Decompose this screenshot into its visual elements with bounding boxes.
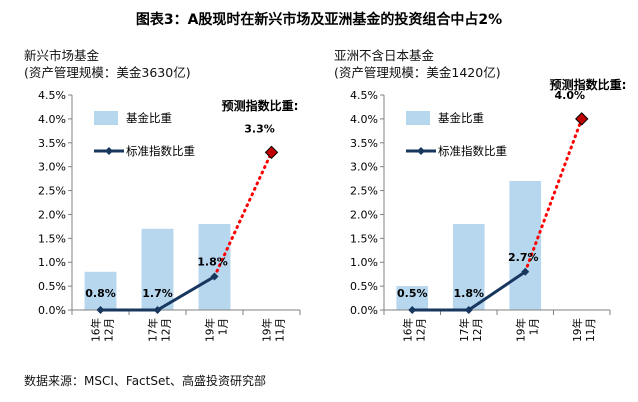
chart-1-legend-line-label: 标准指数比重 <box>126 144 195 158</box>
chart-1-projection-title: 预测指数比重: <box>222 98 299 113</box>
chart-1-projection-marker <box>264 145 279 160</box>
chart-2-bar <box>452 224 485 310</box>
chart-1-data-label: 1.7% <box>142 287 173 300</box>
figure-title: 图表3：A股现时在新兴市场及亚洲基金的投资组合中占2% <box>135 12 503 28</box>
chart-1-title-block: 新兴市场基金 (资产管理规模：美金3630亿) <box>24 47 191 81</box>
chart-1-y-tick-label: 4.0% <box>38 113 66 126</box>
chart-1-y-tick-label: 4.5% <box>38 89 66 102</box>
chart-1-projection-line <box>213 150 273 279</box>
chart-1-y-tick-label: 1.5% <box>38 232 66 245</box>
chart-1-bar <box>141 228 174 310</box>
chart-2-data-label: 0.5% <box>397 287 428 300</box>
chart-2-projection-title: 预测指数比重: <box>550 77 627 92</box>
chart-1-subtitle: (资产管理规模：美金3630亿) <box>24 65 191 80</box>
chart-1-projection-value: 3.3% <box>244 122 275 135</box>
chart-2-y-tick-label: 3.5% <box>350 137 378 150</box>
chart-2-x-tick-label: 19年 <box>571 318 584 342</box>
chart-2-data-label: 2.7% <box>508 251 539 264</box>
chart-2-y-tick-label: 1.0% <box>350 256 378 269</box>
chart-1-y-tick-label: 3.0% <box>38 161 66 174</box>
chart-2-subtitle: (资产管理规模：美金1420亿) <box>334 65 501 80</box>
chart-2-y-tick-label: 0.5% <box>350 280 378 293</box>
chart-1-y-tick-label: 1.0% <box>38 256 66 269</box>
chart-1-bar <box>198 224 231 310</box>
chart-1-data-label: 0.8% <box>85 287 116 300</box>
chart-2-y-tick-label: 2.5% <box>350 185 378 198</box>
chart-2-y-tick-label: 4.5% <box>350 89 378 102</box>
chart-2-index-marker <box>408 306 417 314</box>
chart-2-legend-line-marker <box>417 147 425 155</box>
chart-2-index-marker <box>464 306 473 314</box>
chart-1-y-tick-label: 0.5% <box>38 280 66 293</box>
chart-1-data-label: 1.8% <box>197 256 228 269</box>
chart-2-x-tick-label: 1月 <box>528 318 540 335</box>
chart-2-y-tick-label: 1.5% <box>350 232 378 245</box>
chart-2-projection-marker <box>575 112 589 126</box>
chart-1-x-tick-label: 19年 <box>261 318 274 342</box>
chart-2-x-tick-label: 17年 <box>458 318 471 342</box>
chart-2-y-tick-label: 4.0% <box>350 113 378 126</box>
chart-1-x-tick-label: 19年 <box>204 318 217 342</box>
chart-1-x-tick-label: 12月 <box>161 318 173 342</box>
source-footnote: 数据来源：MSCI、FactSet、高盛投资研究部 <box>24 374 267 388</box>
chart-2-y-tick-label: 0.0% <box>350 304 378 317</box>
chart-2-x-tick-label: 16年 <box>401 318 414 342</box>
chart-2-y-tick-label: 2.0% <box>350 208 378 221</box>
chart-2-legend-line-label: 标准指数比重 <box>438 144 507 158</box>
chart-1-y-tick-label: 3.5% <box>38 137 66 150</box>
chart-2-data-label: 1.8% <box>453 287 484 300</box>
chart-1-bar <box>84 271 117 310</box>
chart-2-y-tick-label: 3.0% <box>350 161 378 174</box>
chart-2-projection-value: 4.0% <box>554 89 585 102</box>
chart-1-x-tick-label: 17年 <box>147 318 160 342</box>
chart-2-bar <box>509 181 542 310</box>
chart-1-legend-line-marker <box>105 147 113 155</box>
chart-1-x-tick-label: 12月 <box>104 318 116 342</box>
chart-1-x-tick-label: 16年 <box>90 318 103 342</box>
chart-2-x-tick-label: 11月 <box>585 318 597 342</box>
chart-2-legend-bar-label: 基金比重 <box>438 111 484 125</box>
chart-1-y-tick-label: 2.5% <box>38 185 66 198</box>
chart-2-x-tick-label: 12月 <box>472 318 484 342</box>
chart-2-legend-bar-swatch <box>406 111 430 125</box>
chart-1-index-marker <box>210 272 219 281</box>
chart-1-index-marker <box>153 306 162 314</box>
chart-2-title-block: 亚洲不含日本基金 (资产管理规模：美金1420亿) <box>334 47 501 81</box>
chart-1-y-tick-label: 0.0% <box>38 304 66 317</box>
chart-1-legend-bar-label: 基金比重 <box>126 111 172 125</box>
chart-1-index-marker <box>96 306 105 314</box>
chart-1-title: 新兴市场基金 <box>24 48 100 63</box>
chart-2-x-tick-label: 19年 <box>514 318 527 342</box>
chart-1-legend-bar-swatch <box>94 111 118 125</box>
chart-2-bar <box>396 286 429 310</box>
chart-1-x-tick-label: 1月 <box>218 318 230 335</box>
chart-2-index-marker <box>521 267 530 276</box>
chart-2-title: 亚洲不含日本基金 <box>334 48 435 63</box>
chart-1-x-tick-label: 11月 <box>275 318 287 342</box>
chart-1-y-tick-label: 2.0% <box>38 208 66 221</box>
chart-2-x-tick-label: 12月 <box>415 318 427 342</box>
